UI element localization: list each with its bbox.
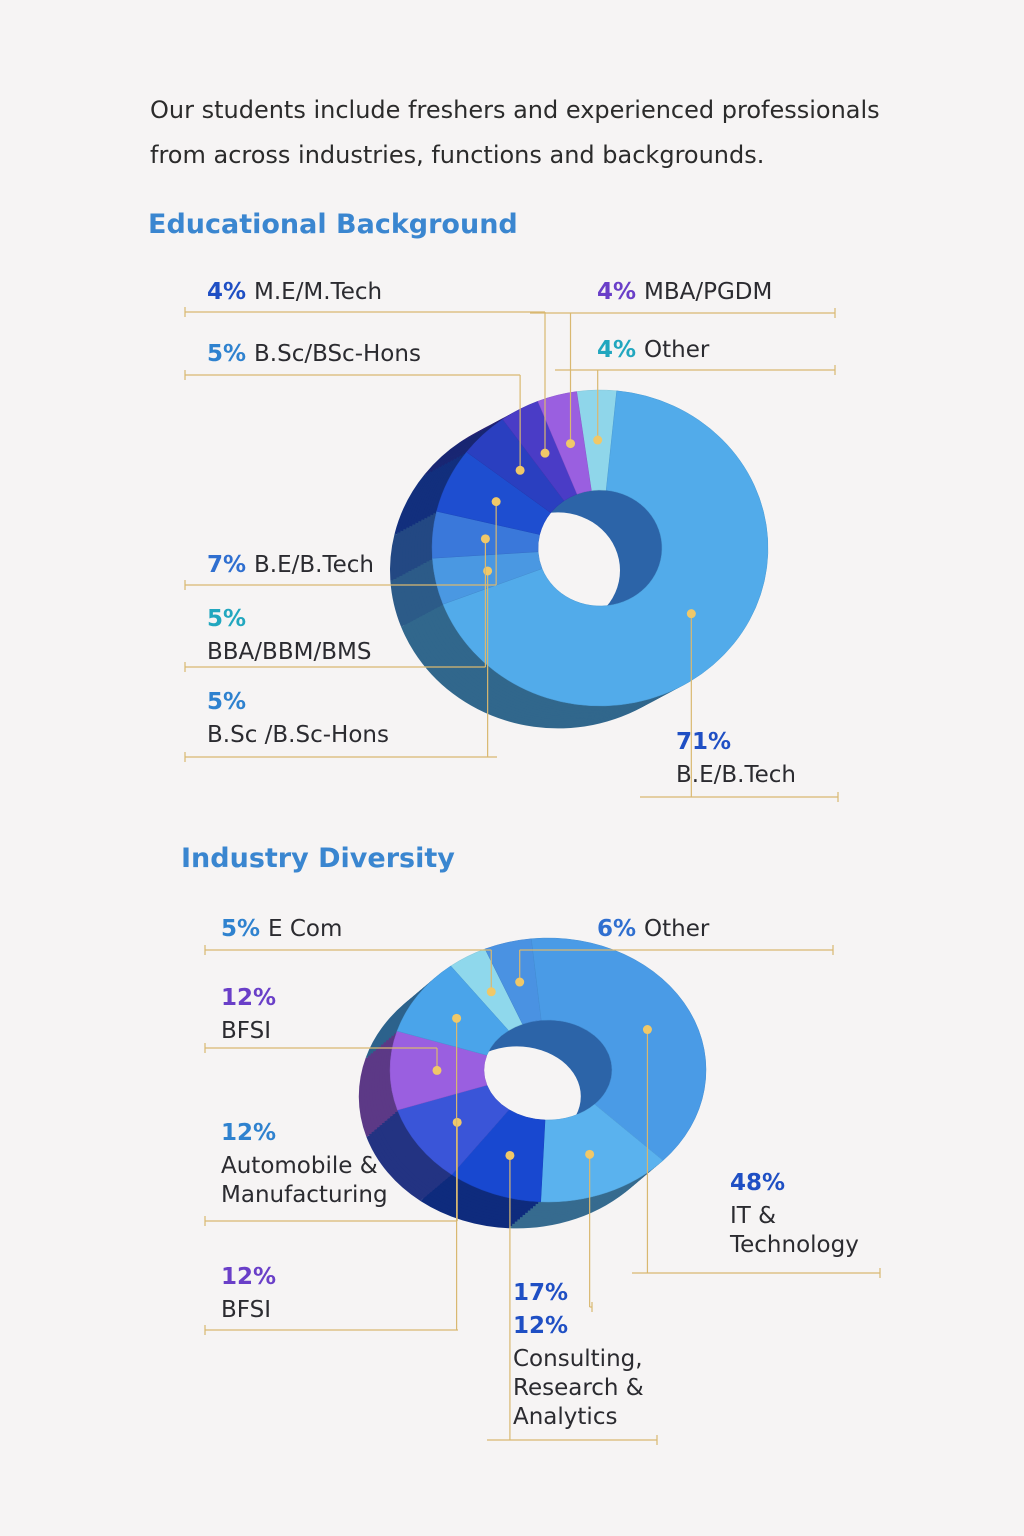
value-label: 48% [730, 1170, 786, 1196]
category-label: Consulting, Research & Analytics [513, 1346, 644, 1430]
value-label: 4% [207, 279, 247, 305]
leader-dot [486, 987, 496, 997]
leader-dot [515, 465, 525, 475]
leader-dot [593, 435, 603, 445]
donut-segment [537, 391, 592, 495]
value-label: 12% [221, 1120, 277, 1146]
leader-dot [483, 566, 493, 576]
donut-segment [531, 937, 707, 1161]
category-label: IT & Technology [730, 1203, 859, 1258]
value-label: 12% [221, 985, 277, 1011]
leader-dot [585, 1149, 595, 1159]
leader-dot [491, 497, 501, 507]
value-label: 5% [207, 689, 247, 715]
value-label: 71% [676, 729, 732, 755]
category-label: B.E/B.Tech [676, 762, 796, 788]
leader-dot [642, 1025, 652, 1035]
value-label: 5% [221, 916, 261, 942]
value-label: 6% [597, 916, 637, 942]
leader-dot [505, 1150, 515, 1160]
category-label: B.Sc /B.Sc-Hons [207, 722, 389, 748]
leader-dot [540, 448, 550, 458]
value-label: 4% [597, 279, 637, 305]
leader-dot [432, 1065, 442, 1075]
leader-dot [480, 534, 490, 544]
donut-segment [442, 390, 769, 707]
chart-title: Industry Diversity [181, 843, 455, 874]
donut-segment [396, 965, 509, 1056]
category-label: Other [644, 916, 710, 942]
chart-title: Educational Background [148, 209, 518, 240]
category-label: B.Sc/BSc-Hons [254, 341, 421, 367]
category-label: BFSI [221, 1018, 271, 1044]
category-label: M.E/M.Tech [254, 279, 383, 305]
category-label: MBA/PGDM [644, 279, 773, 305]
leader-dot [452, 1013, 462, 1023]
category-label: BBA/BBM/BMS [207, 639, 372, 665]
intro-line: Our students include freshers and experi… [150, 96, 880, 124]
leader-dot [566, 439, 576, 449]
value-label: 12% [513, 1313, 569, 1339]
value-label: 12% [221, 1264, 277, 1290]
category-label: Other [644, 337, 710, 363]
category-label: B.E/B.Tech [254, 552, 374, 578]
value-label: 4% [597, 337, 637, 363]
category-label: BFSI [221, 1297, 271, 1323]
intro-line: from across industries, functions and ba… [150, 141, 765, 169]
value-label: 5% [207, 341, 247, 367]
leader-dot [686, 609, 696, 619]
value-label: 5% [207, 606, 247, 632]
category-label: E Com [268, 916, 343, 942]
value-label: 17% [513, 1280, 569, 1306]
category-label: Automobile & Manufacturing [221, 1153, 388, 1208]
value-label: 7% [207, 552, 247, 578]
leader-dot [515, 977, 525, 987]
